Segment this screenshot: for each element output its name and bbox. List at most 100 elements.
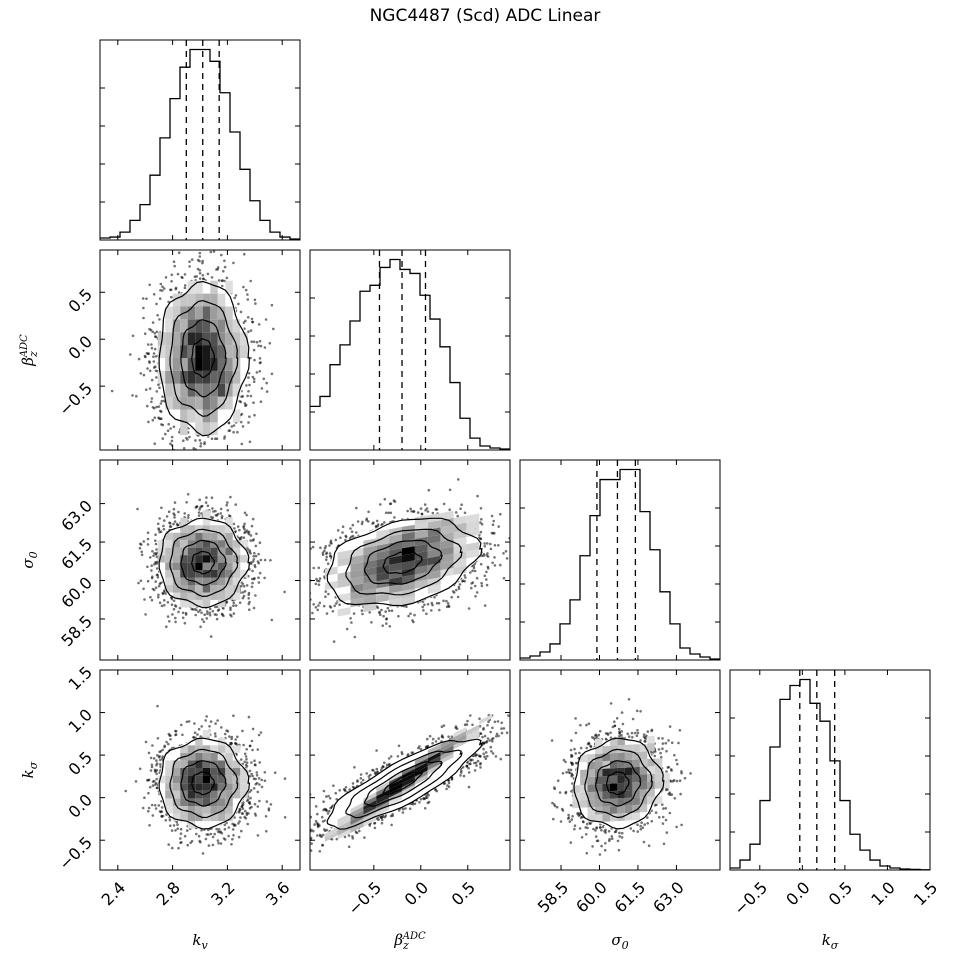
density-cell	[217, 358, 226, 371]
scatter-point	[244, 404, 247, 408]
scatter-point	[263, 576, 266, 580]
scatter-point	[157, 595, 160, 599]
scatter-point	[152, 352, 156, 355]
scatter-point	[257, 344, 260, 348]
scatter-point	[164, 276, 168, 279]
scatter-point	[249, 329, 253, 332]
contour-level-1	[180, 319, 227, 398]
density-cell	[202, 319, 211, 333]
scatter-point	[217, 279, 221, 282]
scatter-point	[255, 532, 258, 536]
scatter-point	[191, 479, 194, 482]
scatter-point	[188, 435, 191, 439]
density-cell	[180, 396, 188, 410]
scatter-point	[246, 293, 249, 296]
scatter-point	[157, 383, 160, 387]
scatter-point	[248, 415, 251, 419]
scatter-point	[252, 606, 256, 610]
density-cell	[202, 293, 211, 307]
scatter-point	[152, 355, 155, 359]
scatter-point	[252, 348, 256, 352]
scatter-point	[208, 607, 212, 611]
scatter-point	[245, 384, 248, 387]
histogram-0	[100, 48, 300, 240]
scatter-point	[153, 332, 157, 335]
scatter-point	[222, 269, 225, 273]
density-cell	[180, 409, 188, 423]
scatter-point	[166, 601, 170, 604]
density-cell	[210, 370, 218, 384]
scatter-point	[221, 279, 224, 282]
scatter-point	[198, 439, 202, 442]
scatter-point	[142, 373, 146, 377]
scatter-point	[244, 319, 247, 323]
scatter-point	[162, 527, 166, 531]
scatter-point	[210, 496, 214, 500]
scatter-point	[161, 285, 164, 289]
scatter-point	[232, 424, 236, 427]
scatter-point	[203, 613, 206, 616]
scatter-point	[150, 400, 153, 404]
density-cell	[180, 293, 188, 307]
scatter-point	[201, 274, 205, 277]
scatter-point	[229, 606, 232, 609]
scatter-point	[198, 508, 201, 511]
scatter-point	[238, 601, 242, 604]
scatter-point	[249, 394, 253, 398]
scatter-point	[255, 340, 259, 344]
density-cell	[217, 306, 226, 320]
contour-level-2	[169, 299, 239, 417]
scatter-point	[155, 302, 158, 306]
scatter-point	[152, 293, 156, 296]
scatter-point	[154, 580, 157, 583]
scatter-point	[248, 600, 251, 604]
scatter-point	[171, 613, 174, 616]
scatter-point	[166, 615, 170, 618]
scatter-point	[151, 406, 155, 409]
density-cell	[210, 345, 218, 358]
scatter-point	[210, 437, 214, 441]
scatter-point	[254, 554, 258, 558]
scatter-point	[234, 604, 238, 607]
scatter-point	[209, 250, 213, 254]
scatter-point	[150, 343, 153, 346]
scatter-point	[159, 282, 163, 286]
scatter-point	[195, 505, 199, 508]
scatter-point	[242, 594, 246, 598]
scatter-point	[220, 284, 224, 288]
panel-content	[136, 493, 286, 638]
density-cell	[172, 293, 181, 307]
scatter-point	[188, 265, 191, 268]
scatter-point	[223, 265, 227, 269]
scatter-point	[258, 370, 262, 373]
scatter-point	[257, 561, 261, 565]
scatter-point	[197, 511, 201, 514]
scatter-point	[225, 276, 229, 280]
scatter-point	[141, 297, 145, 300]
scatter-point	[183, 273, 187, 276]
scatter-point	[265, 390, 269, 393]
scatter-point	[165, 515, 169, 518]
scatter-point	[229, 495, 232, 499]
scatter-point	[158, 517, 161, 520]
scatter-point	[257, 552, 260, 556]
scatter-point	[270, 618, 274, 622]
scatter-point	[241, 591, 245, 594]
scatter-point	[155, 390, 159, 393]
scatter-point	[170, 603, 174, 606]
density-cell	[202, 422, 211, 436]
scatter-point	[216, 266, 220, 269]
density-cell	[210, 293, 218, 307]
scatter-point	[215, 613, 218, 617]
scatter-point	[173, 516, 176, 519]
scatter-point	[163, 603, 166, 607]
scatter-point	[193, 275, 197, 279]
scatter-point	[173, 264, 176, 268]
scatter-point	[251, 320, 254, 324]
scatter-point	[150, 598, 154, 602]
density-cell	[225, 306, 233, 320]
scatter-point	[192, 447, 195, 450]
scatter-point	[190, 607, 193, 611]
scatter-point	[250, 340, 253, 344]
scatter-point	[167, 422, 170, 426]
